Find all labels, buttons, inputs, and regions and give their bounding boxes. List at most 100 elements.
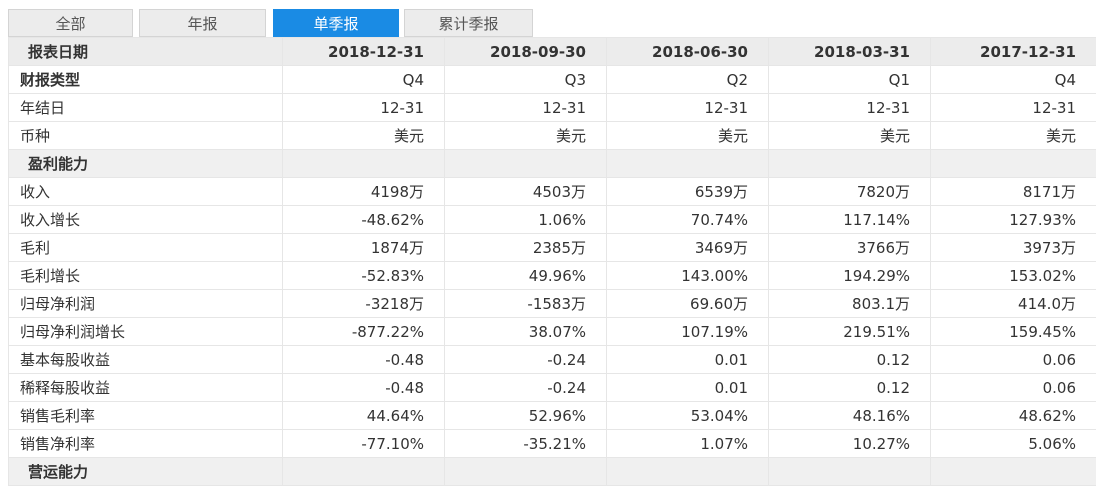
cell-value: Q4 <box>930 65 1096 94</box>
section-filler <box>282 457 445 486</box>
table-row: 销售净利率 -77.10% -35.21% 1.07% 10.27% 5.06% <box>8 429 1096 458</box>
financial-table: 报表日期 2018-12-31 2018-09-30 2018-06-30 20… <box>8 37 1096 486</box>
cell-value: -3218万 <box>282 289 445 318</box>
row-label: 销售毛利率 <box>8 401 283 430</box>
cell-value: -0.48 <box>282 373 445 402</box>
cell-value: 53.04% <box>606 401 769 430</box>
section-filler <box>768 149 931 178</box>
table-row: 基本每股收益 -0.48 -0.24 0.01 0.12 0.06 <box>8 345 1096 374</box>
cell-value: 1.07% <box>606 429 769 458</box>
table-row: 币种 美元 美元 美元 美元 美元 <box>8 121 1096 150</box>
cell-value: 美元 <box>930 121 1096 150</box>
cell-value: 69.60万 <box>606 289 769 318</box>
section-filler <box>606 457 769 486</box>
row-label: 收入 <box>8 177 283 206</box>
cell-value: 7820万 <box>768 177 931 206</box>
cell-value: 48.62% <box>930 401 1096 430</box>
cell-value: 143.00% <box>606 261 769 290</box>
date-header: 2018-12-31 <box>282 37 445 66</box>
cell-value: -77.10% <box>282 429 445 458</box>
table-row: 收入增长 -48.62% 1.06% 70.74% 117.14% 127.93% <box>8 205 1096 234</box>
cell-value: 美元 <box>282 121 445 150</box>
cell-value: -1583万 <box>444 289 607 318</box>
table-row: 归母净利润 -3218万 -1583万 69.60万 803.1万 414.0万 <box>8 289 1096 318</box>
table-row: 毛利增长 -52.83% 49.96% 143.00% 194.29% 153.02% <box>8 261 1096 290</box>
table-row: 归母净利润增长 -877.22% 38.07% 107.19% 219.51% 159.4… <box>8 317 1096 346</box>
cell-value: 48.16% <box>768 401 931 430</box>
cell-value: 0.01 <box>606 345 769 374</box>
cell-value: 12-31 <box>606 93 769 122</box>
date-header: 2017-12-31 <box>930 37 1096 66</box>
table-row: 毛利 1874万 2385万 3469万 3766万 3973万 <box>8 233 1096 262</box>
cell-value: 1874万 <box>282 233 445 262</box>
cell-value: 美元 <box>606 121 769 150</box>
cell-value: 12-31 <box>444 93 607 122</box>
table-row: 年结日 12-31 12-31 12-31 12-31 12-31 <box>8 93 1096 122</box>
cell-value: 49.96% <box>444 261 607 290</box>
cell-value: -877.22% <box>282 317 445 346</box>
cell-value: 107.19% <box>606 317 769 346</box>
tab-annual[interactable]: 年报 <box>139 9 266 37</box>
cell-value: 美元 <box>768 121 931 150</box>
cell-value: 70.74% <box>606 205 769 234</box>
date-header: 2018-03-31 <box>768 37 931 66</box>
section-filler <box>930 457 1096 486</box>
cell-value: 153.02% <box>930 261 1096 290</box>
cell-value: 10.27% <box>768 429 931 458</box>
section-title: 盈利能力 <box>8 149 283 178</box>
table-row: 收入 4198万 4503万 6539万 7820万 8171万 <box>8 177 1096 206</box>
section-filler <box>606 149 769 178</box>
row-label: 归母净利润增长 <box>8 317 283 346</box>
cell-value: 117.14% <box>768 205 931 234</box>
cell-value: Q4 <box>282 65 445 94</box>
cell-value: 44.64% <box>282 401 445 430</box>
section-filler <box>444 149 607 178</box>
profit-rows: 收入 4198万 4503万 6539万 7820万 8171万 收入增长 -48.62% 1.… <box>8 177 1096 458</box>
row-label: 归母净利润 <box>8 289 283 318</box>
cell-value: -48.62% <box>282 205 445 234</box>
table-row: 稀释每股收益 -0.48 -0.24 0.01 0.12 0.06 <box>8 373 1096 402</box>
cell-value: 414.0万 <box>930 289 1096 318</box>
cell-value: 3973万 <box>930 233 1096 262</box>
section-row-profitability: 盈利能力 <box>8 149 1096 178</box>
cell-value: 0.12 <box>768 345 931 374</box>
cell-value: 0.06 <box>930 345 1096 374</box>
row-label: 收入增长 <box>8 205 283 234</box>
tab-all[interactable]: 全部 <box>8 9 133 37</box>
cell-value: Q3 <box>444 65 607 94</box>
cell-value: 8171万 <box>930 177 1096 206</box>
cell-value: 219.51% <box>768 317 931 346</box>
cell-value: 5.06% <box>930 429 1096 458</box>
tab-cumulative-quarter[interactable]: 累计季报 <box>404 9 533 37</box>
section-filler <box>930 149 1096 178</box>
cell-value: 4503万 <box>444 177 607 206</box>
cell-value: -0.48 <box>282 345 445 374</box>
section-filler <box>444 457 607 486</box>
cell-value: 52.96% <box>444 401 607 430</box>
cell-value: 12-31 <box>282 93 445 122</box>
section-filler <box>282 149 445 178</box>
date-header: 2018-09-30 <box>444 37 607 66</box>
cell-value: 2385万 <box>444 233 607 262</box>
cell-value: 1.06% <box>444 205 607 234</box>
report-type-tabs: 全部 年报 单季报 累计季报 <box>8 9 1088 37</box>
row-label: 稀释每股收益 <box>8 373 283 402</box>
cell-value: 0.01 <box>606 373 769 402</box>
cell-value: -35.21% <box>444 429 607 458</box>
cell-value: 3766万 <box>768 233 931 262</box>
row-label: 年结日 <box>8 93 283 122</box>
row-label: 销售净利率 <box>8 429 283 458</box>
cell-value: 194.29% <box>768 261 931 290</box>
cell-value: 美元 <box>444 121 607 150</box>
date-header: 2018-06-30 <box>606 37 769 66</box>
cell-value: 3469万 <box>606 233 769 262</box>
cell-value: 0.12 <box>768 373 931 402</box>
tab-single-quarter[interactable]: 单季报 <box>273 9 399 37</box>
cell-value: Q1 <box>768 65 931 94</box>
cell-value: 4198万 <box>282 177 445 206</box>
cell-value: 12-31 <box>930 93 1096 122</box>
section-title: 营运能力 <box>8 457 283 486</box>
cell-value: -0.24 <box>444 373 607 402</box>
cell-value: 0.06 <box>930 373 1096 402</box>
cell-value: -52.83% <box>282 261 445 290</box>
